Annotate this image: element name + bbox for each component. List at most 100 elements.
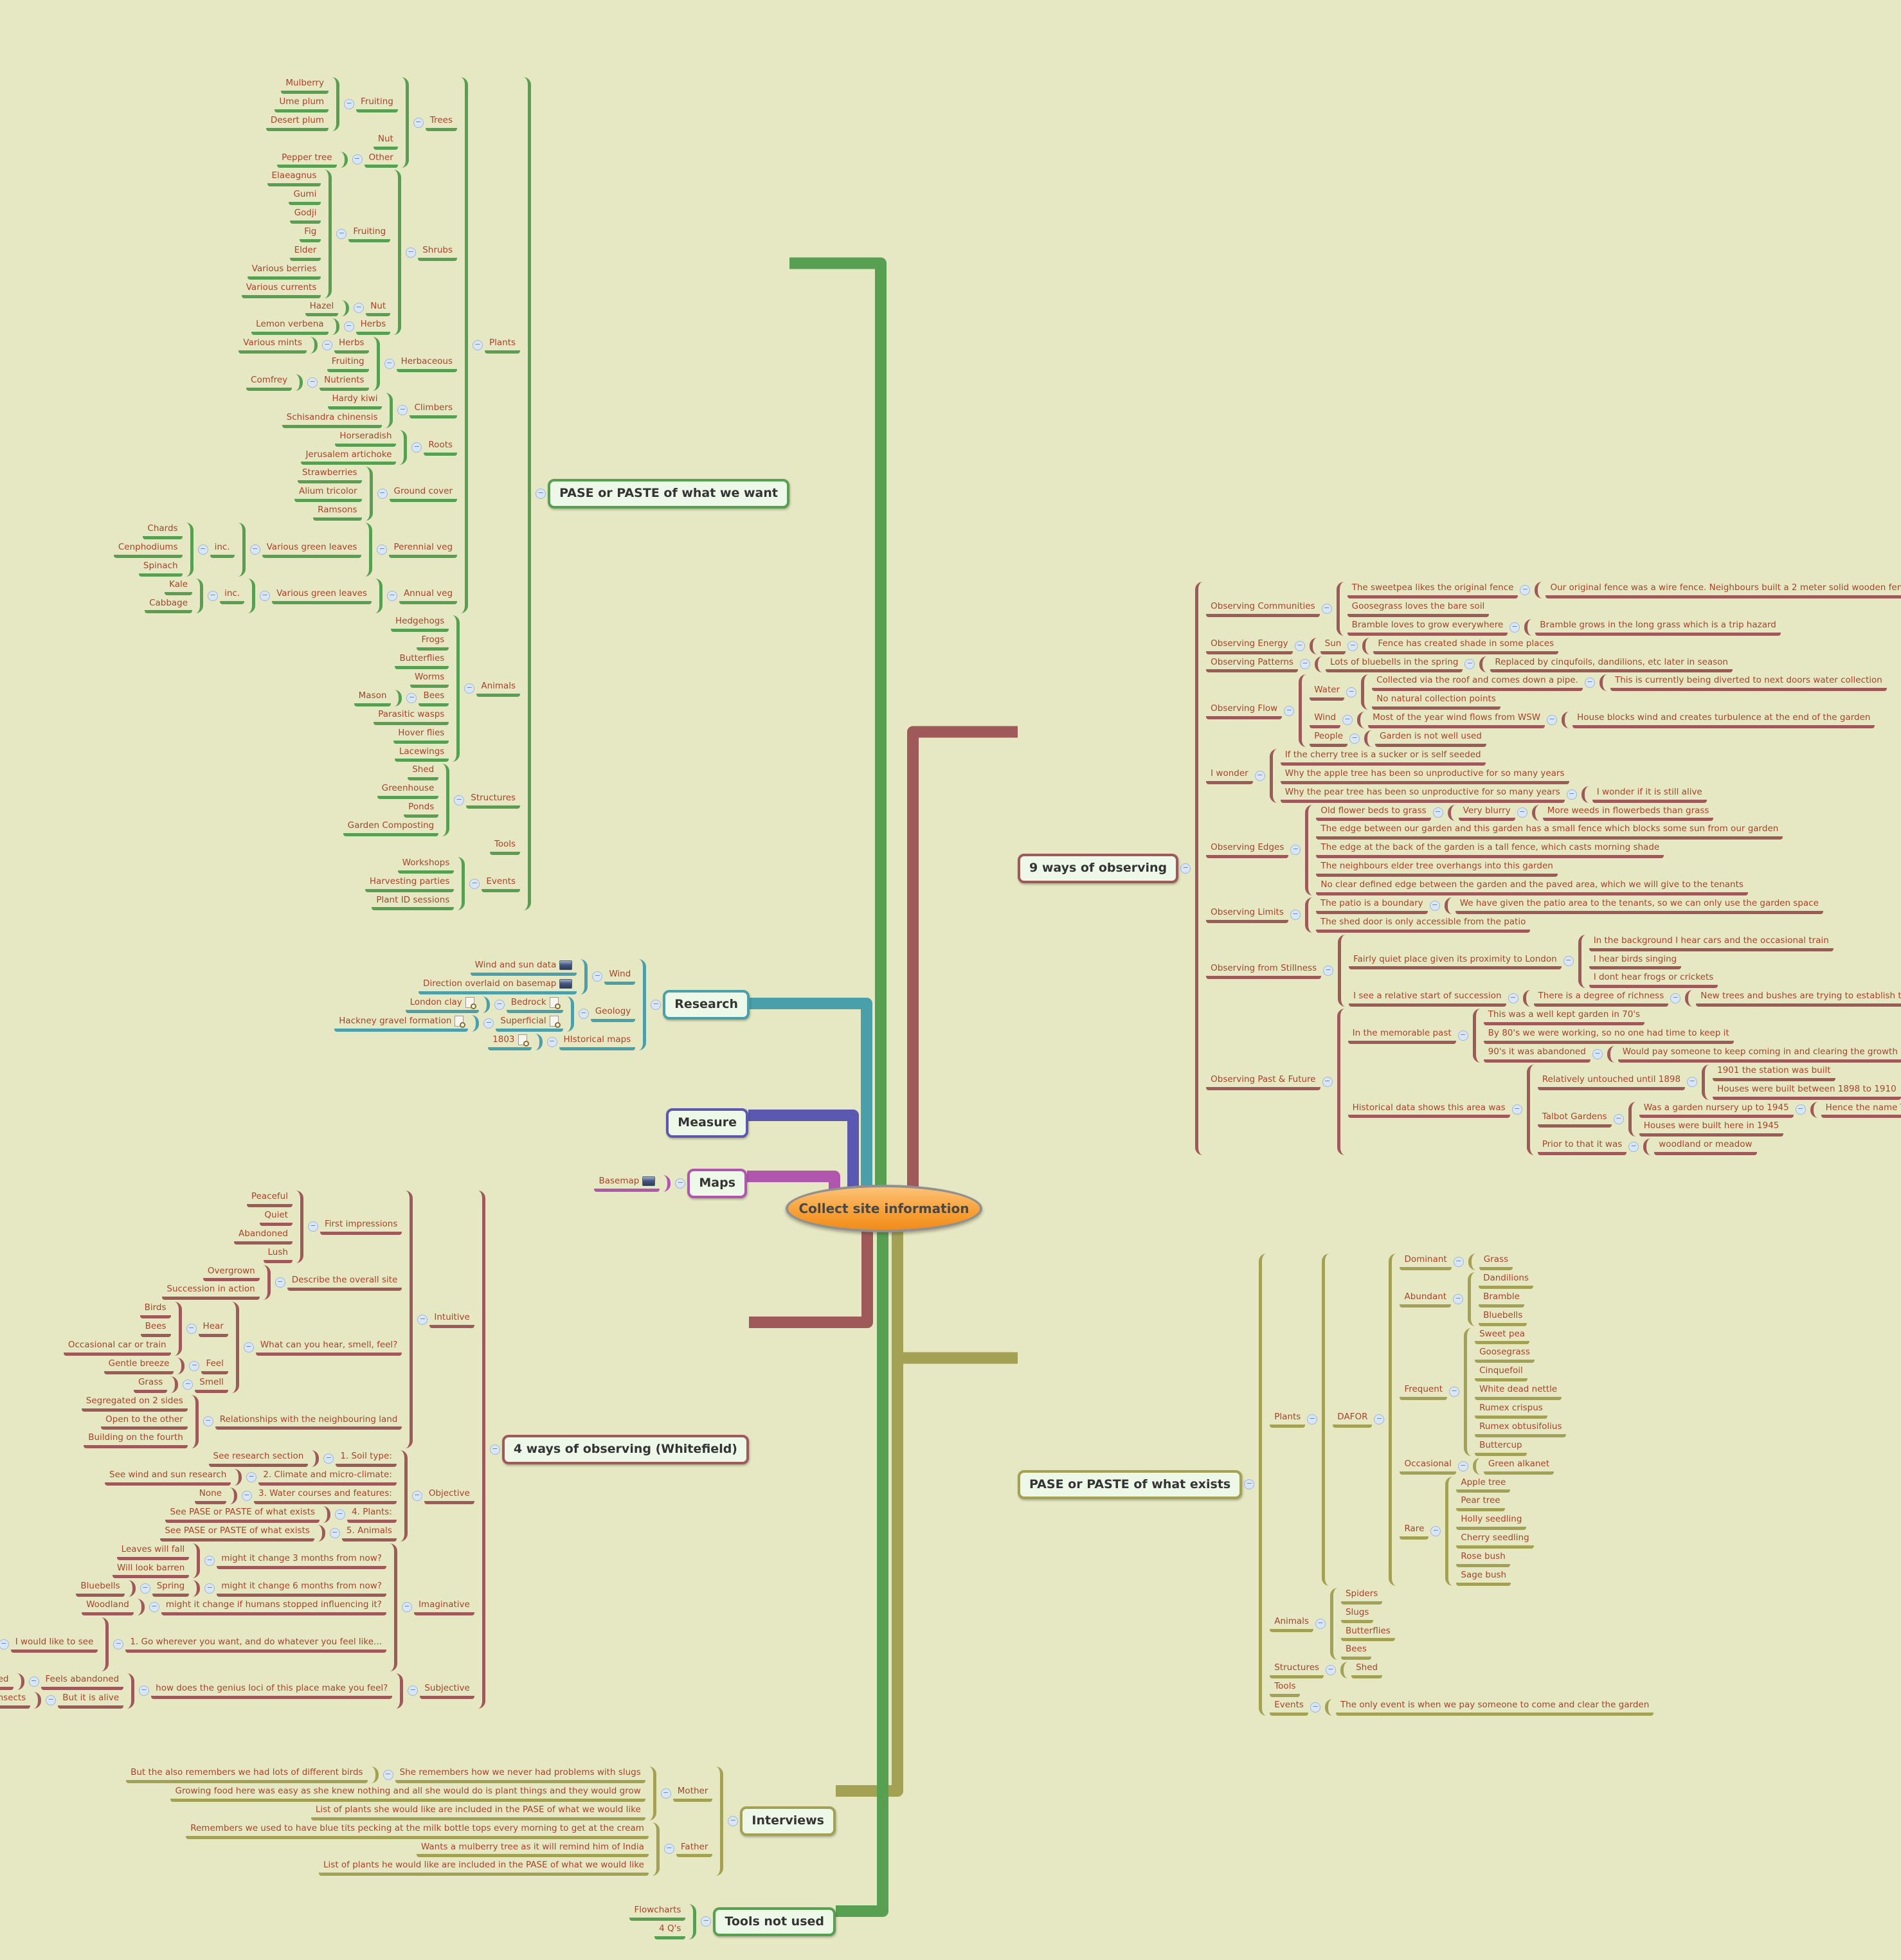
collapse-icon[interactable]: − — [1795, 1104, 1806, 1115]
collapse-icon[interactable]: − — [1347, 640, 1358, 651]
node-nut[interactable]: Nut — [373, 133, 398, 150]
node-what-can-you-hear-smell-feel[interactable]: What can you hear, smell, feel? — [255, 1339, 402, 1356]
collapse-icon[interactable]: − — [411, 442, 422, 453]
node-herbaceous[interactable]: Herbaceous — [396, 355, 458, 372]
node-90-s-it-was-abandoned[interactable]: 90's it was abandoned — [1483, 1046, 1590, 1063]
collapse-icon[interactable]: − — [1180, 863, 1191, 874]
collapse-icon[interactable]: − — [663, 1844, 674, 1855]
node-grass[interactable]: Grass — [1479, 1254, 1513, 1270]
collapse-icon[interactable]: − — [386, 591, 397, 601]
node-shed[interactable]: Shed — [408, 764, 439, 781]
node-schisandra-chinensis[interactable]: Schisandra chinensis — [282, 411, 383, 428]
node-sage-bush[interactable]: Sage bush — [1456, 1569, 1511, 1586]
node-alium-tricolor[interactable]: Alium tricolor — [294, 485, 362, 503]
collapse-icon[interactable]: − — [1432, 807, 1443, 818]
node-horseradish[interactable]: Horseradish — [335, 430, 397, 447]
collapse-icon[interactable]: − — [183, 1379, 194, 1390]
branch-topic-pase-or-paste-of-what-exists[interactable]: PASE or PASTE of what exists — [1018, 1470, 1243, 1500]
collapse-icon[interactable]: − — [1449, 1387, 1460, 1398]
node-perennial-veg[interactable]: Perennial veg — [389, 541, 458, 558]
node-bluebells[interactable]: Bluebells — [76, 1580, 125, 1597]
collapse-icon[interactable]: − — [208, 591, 219, 601]
branch-topic-pase-or-paste-of-what-we-want[interactable]: PASE or PASTE of what we want — [548, 479, 789, 509]
collapse-icon[interactable]: − — [1628, 1142, 1639, 1153]
node-herbs[interactable]: Herbs — [334, 337, 369, 354]
collapse-icon[interactable]: − — [1323, 965, 1334, 976]
branch-topic-maps[interactable]: Maps — [687, 1169, 747, 1198]
collapse-icon[interactable]: − — [149, 1602, 159, 1613]
node-strawberries[interactable]: Strawberries — [297, 467, 362, 484]
node-4-q-s[interactable]: 4 Q's — [654, 1923, 686, 1939]
node-flowcharts[interactable]: Flowcharts — [629, 1904, 686, 1921]
collapse-icon[interactable]: − — [197, 544, 208, 555]
collapse-icon[interactable]: − — [384, 359, 395, 370]
node-grass[interactable]: Grass — [133, 1376, 168, 1393]
node-open-to-the-other[interactable]: Open to the other — [101, 1414, 188, 1430]
collapse-icon[interactable]: − — [377, 544, 388, 555]
node-wind-and-sun-data[interactable]: Wind and sun data — [470, 959, 577, 976]
collapse-icon[interactable]: − — [46, 1695, 57, 1705]
attachment-icon[interactable] — [549, 1015, 561, 1028]
node-birds[interactable]: Birds — [140, 1302, 171, 1319]
node-fairly-quiet-place-given-its-proximity-t[interactable]: Fairly quiet place given its proximity t… — [1349, 953, 1562, 970]
node-intuitive[interactable]: Intuitive — [429, 1311, 474, 1328]
node-various-mints[interactable]: Various mints — [239, 337, 307, 354]
node-old-flower-beds-to-grass[interactable]: Old flower beds to grass — [1316, 805, 1431, 822]
node-dominant[interactable]: Dominant — [1400, 1254, 1452, 1270]
collapse-icon[interactable]: − — [321, 340, 332, 351]
collapse-icon[interactable]: − — [1290, 910, 1301, 921]
collapse-icon[interactable]: − — [343, 321, 354, 332]
node-fruiting[interactable]: Fruiting — [348, 226, 391, 242]
node-prior-to-that-it-was[interactable]: Prior to that it was — [1537, 1138, 1627, 1156]
collapse-icon[interactable]: − — [469, 878, 480, 889]
node-feel[interactable]: Feel — [201, 1358, 228, 1374]
collapse-icon[interactable]: − — [1520, 584, 1531, 595]
node-why-the-apple-tree-has-been-so-unproduct[interactable]: Why the apple tree has been so unproduct… — [1280, 768, 1569, 784]
node-hover-flies[interactable]: Hover flies — [393, 727, 449, 744]
node-dafor[interactable]: DAFOR — [1333, 1411, 1373, 1428]
node-nutrients[interactable]: Nutrients — [320, 374, 369, 391]
image-icon[interactable] — [559, 960, 573, 970]
node-spring[interactable]: Spring — [152, 1580, 190, 1597]
node-observing-limits[interactable]: Observing Limits — [1206, 906, 1288, 924]
node-there-is-a-degree-of-richness[interactable]: There is a degree of richness — [1533, 990, 1669, 1007]
node-4-plants[interactable]: 4. Plants: — [347, 1506, 397, 1523]
collapse-icon[interactable]: − — [140, 1583, 150, 1594]
node-other[interactable]: Other — [364, 152, 398, 168]
node-replaced-by-cinqufoils-dandilions-etc-la[interactable]: Replaced by cinqufoils, dandilions, etc … — [1490, 656, 1733, 673]
node-abandoned[interactable]: Abandoned — [234, 1228, 293, 1245]
collapse-icon[interactable]: − — [675, 1178, 686, 1189]
node-elaeagnus[interactable]: Elaeagnus — [267, 170, 321, 187]
collapse-icon[interactable]: − — [335, 1509, 346, 1520]
node-wants-a-mulberry-tree-as-it-will-remind-[interactable]: Wants a mulberry tree as it will remind … — [416, 1841, 649, 1858]
node-i-see-a-relative-start-of-succession[interactable]: I see a relative start of succession — [1349, 990, 1506, 1007]
node-smell[interactable]: Smell — [195, 1376, 228, 1393]
collapse-icon[interactable]: − — [1509, 622, 1520, 633]
node-1803[interactable]: 1803 — [488, 1034, 532, 1050]
node-our-original-fence-was-a-wire-fence-neig[interactable]: Our original fence was a wire fence. Nei… — [1545, 582, 1901, 598]
node-wind[interactable]: Wind — [1310, 712, 1341, 728]
node-fruiting[interactable]: Fruiting — [356, 96, 398, 112]
branch-topic-measure[interactable]: Measure — [666, 1108, 748, 1138]
node-lots-of-insects[interactable]: Lots of insects — [0, 1692, 31, 1709]
collapse-icon[interactable]: − — [1687, 1077, 1698, 1088]
collapse-icon[interactable]: − — [1290, 845, 1301, 856]
collapse-icon[interactable]: − — [701, 1916, 712, 1927]
node-in-the-memorable-past[interactable]: In the memorable past — [1347, 1027, 1456, 1044]
node-inc[interactable]: inc. — [210, 541, 235, 558]
node-spinach[interactable]: Spinach — [138, 560, 183, 577]
collapse-icon[interactable]: − — [260, 591, 271, 601]
node-fig[interactable]: Fig — [300, 226, 321, 242]
node-more-weeds-in-flowerbeds-than-grass[interactable]: More weeds in flowerbeds than grass — [1542, 805, 1714, 822]
node-woodland[interactable]: Woodland — [82, 1599, 134, 1616]
node-shed[interactable]: Shed — [1351, 1662, 1383, 1679]
node-the-only-event-is-when-we-pay-someone-to[interactable]: The only event is when we pay someone to… — [1335, 1699, 1654, 1716]
node-no-clear-defined-edge-between-the-garden[interactable]: No clear defined edge between the garden… — [1316, 879, 1748, 895]
node-might-it-change-if-humans-stopped-influe[interactable]: might it change if humans stopped influe… — [161, 1599, 386, 1616]
collapse-icon[interactable]: − — [1670, 993, 1681, 1004]
node-animals[interactable]: Animals — [476, 680, 521, 697]
node-subjective[interactable]: Subjective — [420, 1682, 474, 1700]
node-occasional-car-or-train[interactable]: Occasional car or train — [63, 1339, 171, 1356]
node-talbot-gardens[interactable]: Talbot Gardens — [1537, 1111, 1612, 1128]
collapse-icon[interactable]: − — [1294, 640, 1305, 651]
